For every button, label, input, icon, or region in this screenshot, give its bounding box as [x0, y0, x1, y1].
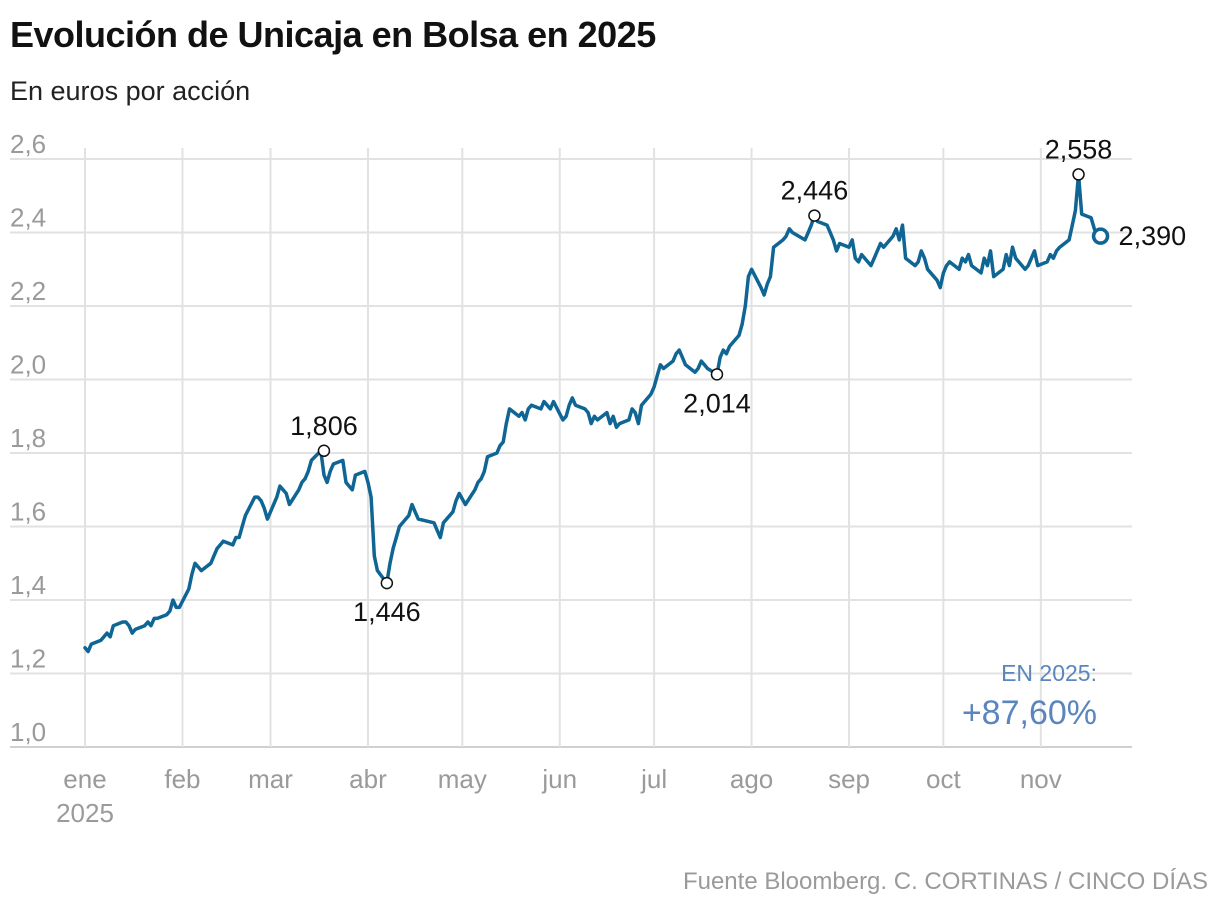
x-axis-ticks: ene 2025 feb mar abr may jun jul ago sep oct nov: [56, 764, 1062, 828]
chart-title: Evolución de Unicaja en Bolsa en 2025: [10, 14, 656, 55]
x-tick-label: ago: [730, 764, 773, 794]
x-tick-label: mar: [248, 764, 293, 794]
y-tick-label: 1,6: [10, 497, 46, 527]
price-series-line: [83, 172, 1103, 654]
x-tick-label: oct: [926, 764, 961, 794]
annotation-label: 1,806: [290, 411, 358, 441]
last-value-marker: [1091, 227, 1110, 245]
annotation-marker: [710, 368, 724, 381]
y-axis-ticks: 1,0 1,2 1,4 1,6 1,8 2,0 2,2 2,4 2,6: [10, 129, 46, 747]
annotation-marker: [1072, 168, 1085, 181]
y-tick-label: 2,6: [10, 129, 46, 159]
y-tick-label: 1,0: [10, 717, 46, 747]
chart-subtitle: En euros por acción: [10, 76, 251, 106]
y-tick-label: 2,2: [10, 276, 46, 306]
x-tick-label: sep: [828, 764, 870, 794]
annotation-label: 2,390: [1119, 221, 1187, 251]
year-change-value: +87,60%: [962, 694, 1097, 732]
annotation-marker: [317, 444, 331, 458]
annotation-marker: [808, 209, 821, 222]
source-credit: Fuente Bloomberg. C. CORTINAS / CINCO DÍ…: [682, 868, 1208, 895]
x-tick-label: jun: [541, 764, 577, 794]
x-tick-label: ene: [63, 764, 106, 794]
annotation-marker: [380, 576, 394, 590]
y-tick-label: 1,2: [10, 644, 46, 674]
x-tick-label: abr: [349, 764, 387, 794]
annotation-label: 2,014: [683, 388, 751, 418]
x-tick-label: feb: [164, 764, 200, 794]
x-tick-label: nov: [1020, 764, 1062, 794]
annotation-label: 2,446: [781, 176, 849, 206]
x-tick-label: jul: [640, 764, 667, 794]
horizontal-gridlines: [10, 158, 1132, 748]
year-change-label: EN 2025:: [1001, 660, 1097, 686]
annotations: 1,806 1,446 2,014 2,446 2,558 2,390: [290, 134, 1186, 627]
y-tick-label: 2,4: [10, 203, 46, 233]
x-tick-label: may: [438, 764, 487, 794]
annotation-label: 1,446: [353, 597, 421, 627]
x-tick-year-label: 2025: [56, 798, 114, 828]
y-tick-label: 2,0: [10, 350, 46, 380]
y-tick-label: 1,4: [10, 570, 46, 600]
annotation-label: 2,558: [1045, 134, 1113, 164]
y-tick-label: 1,8: [10, 423, 46, 453]
